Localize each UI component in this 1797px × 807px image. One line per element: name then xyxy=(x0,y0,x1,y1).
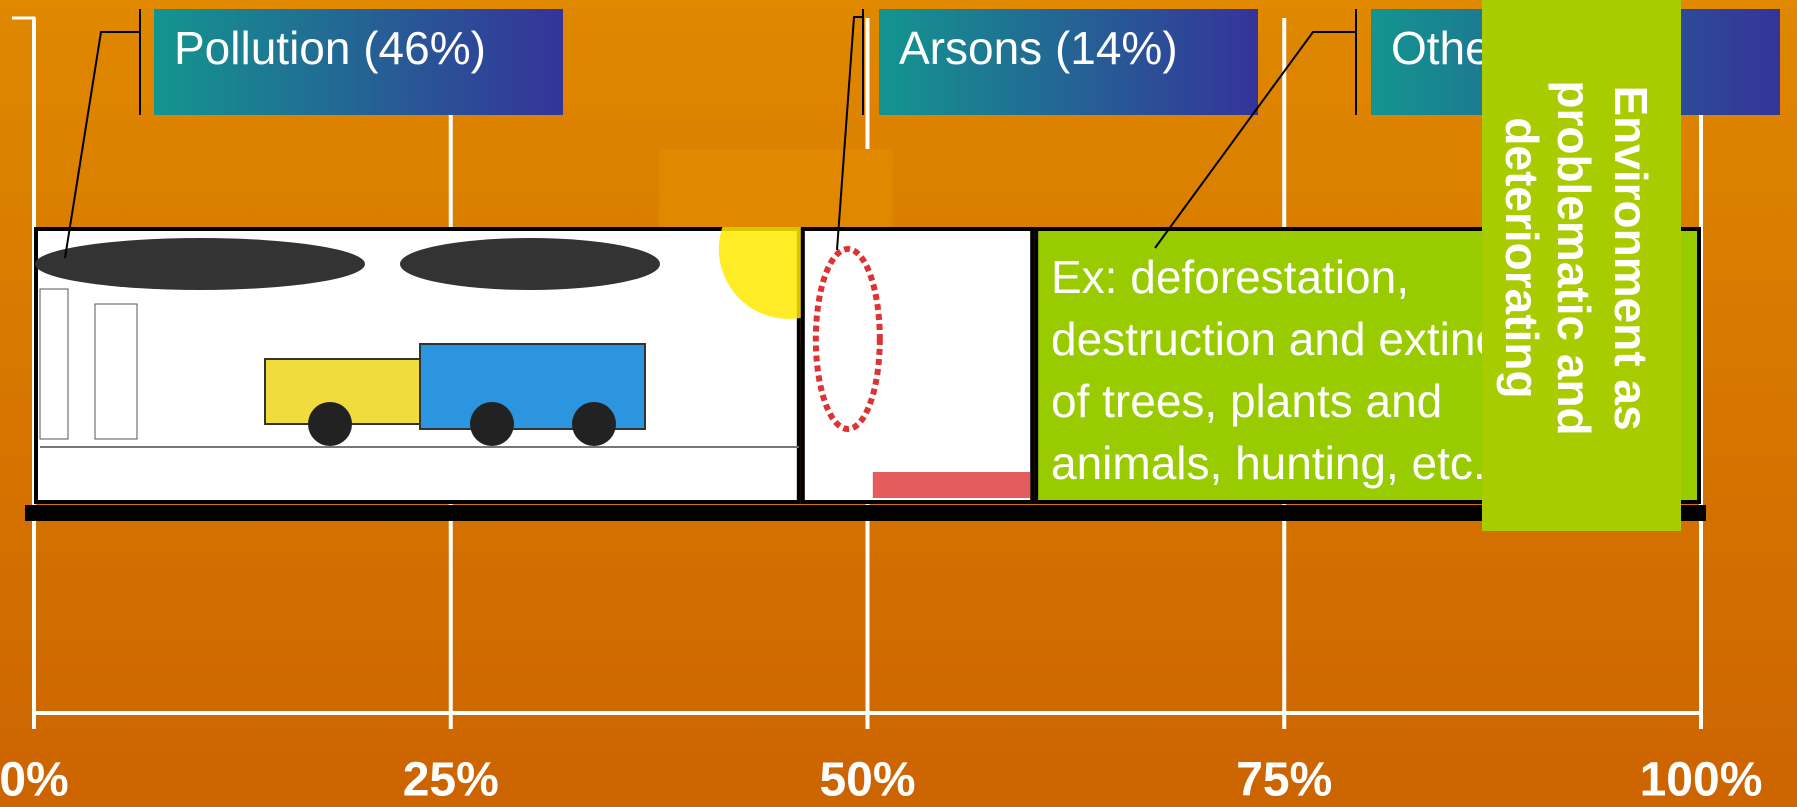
bar-shadow xyxy=(25,505,1706,521)
bar-segment-cover xyxy=(658,149,893,227)
sketch-tree xyxy=(812,246,883,432)
annotation-line: animals, hunting, etc. xyxy=(1051,437,1486,489)
sketch-cloud xyxy=(35,238,365,290)
leader-line xyxy=(836,16,863,251)
sketch-wheel xyxy=(572,402,616,446)
x-tick-label: 75% xyxy=(1236,754,1332,807)
annotation-line: Ex: deforestation, xyxy=(1051,251,1409,303)
segment-label: Arsons (14%) xyxy=(899,22,1178,74)
x-tick-label: 100% xyxy=(1640,754,1763,807)
grid: 0% 25% 50% 75% 100% xyxy=(0,18,1762,807)
sketch-cloud xyxy=(400,238,660,290)
leader-line xyxy=(1154,31,1356,249)
callout-line: Environment as xyxy=(1605,85,1657,430)
annotation-line: of trees, plants and xyxy=(1051,375,1442,427)
axis-corner xyxy=(12,16,36,30)
x-tick-label: 50% xyxy=(819,754,915,807)
sketch-wheel xyxy=(308,402,352,446)
sketch-fire xyxy=(872,472,1031,498)
x-tick-label: 25% xyxy=(403,754,499,807)
sketch-building xyxy=(94,303,138,440)
label-box xyxy=(879,9,1258,115)
callout-box xyxy=(1482,0,1681,531)
sketch-wheel xyxy=(470,402,514,446)
sketch-building xyxy=(39,288,69,440)
callout-line: problematic and xyxy=(1548,80,1600,435)
bars xyxy=(34,149,1701,504)
callout-line: deteriorating xyxy=(1496,117,1548,398)
leader-line xyxy=(64,31,140,259)
segment-label: Pollution (46%) xyxy=(174,22,486,74)
label-box xyxy=(154,9,563,115)
x-tick-label: 0% xyxy=(0,754,69,807)
